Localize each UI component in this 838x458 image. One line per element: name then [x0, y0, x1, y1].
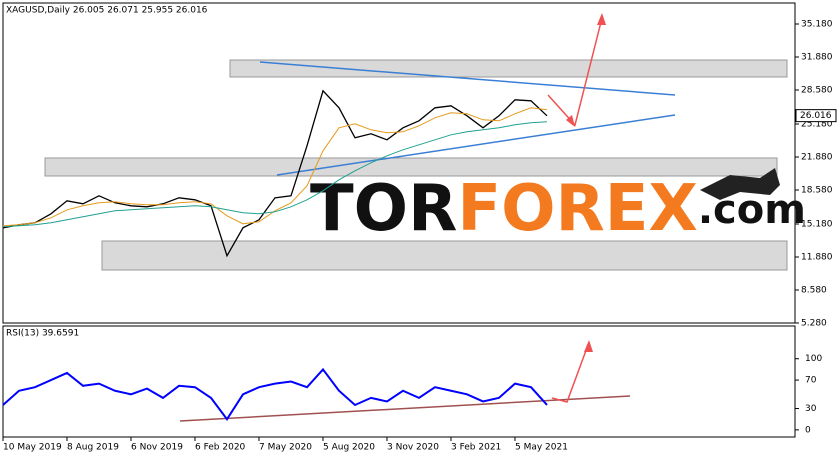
x-tick-label: 7 May 2020 [259, 443, 312, 453]
y-tick-label: 15.180 [801, 220, 833, 230]
y-tick-label: 70 [805, 376, 817, 386]
y-tick-label: 30 [805, 404, 817, 414]
price-frame [2, 2, 796, 324]
x-tick-label: 6 Feb 2020 [195, 443, 246, 453]
x-tick-label: 6 Nov 2019 [131, 443, 183, 453]
watermark: TORFOREX.com [310, 172, 806, 246]
x-tick-label: 3 Feb 2021 [451, 443, 501, 453]
bull-logo [700, 168, 780, 200]
chart-title: XAGUSD,Daily 26.005 26.071 25.955 26.016 [6, 6, 208, 16]
last-price-box [795, 109, 837, 123]
y-tick-label: 28.580 [801, 86, 833, 96]
watermark-part: .com [698, 187, 806, 233]
forecast-arrow [547, 17, 603, 127]
rsi-trendline [179, 395, 631, 422]
rsi-title: RSI(13) 39.6591 [6, 329, 79, 339]
y-tick-label: 21.880 [801, 153, 833, 163]
trendline [259, 61, 676, 96]
y-tick-label: 5.280 [801, 319, 827, 329]
arrow-head [597, 13, 606, 25]
last-price-label: 26.016 [800, 111, 832, 121]
y-tick-label: 35.180 [801, 20, 833, 30]
forecast-arrow [551, 344, 589, 403]
y-tick-label: 100 [805, 354, 822, 364]
x-tick-label: 5 Aug 2020 [323, 443, 375, 453]
price-line [2, 121, 548, 228]
price-line [2, 89, 548, 258]
zone [229, 59, 788, 78]
arrow-head [566, 115, 575, 127]
x-tick-label: 10 May 2019 [3, 443, 62, 453]
watermark-part: FOREX [457, 172, 697, 246]
y-tick-label: 11.880 [801, 253, 833, 263]
x-tick-label: 5 May 2021 [515, 443, 568, 453]
rsi-line [2, 367, 548, 421]
trendline [276, 114, 676, 176]
zone [101, 240, 788, 271]
annotations [44, 13, 788, 422]
y-tick-label: 25.180 [801, 120, 833, 130]
zone [44, 157, 778, 177]
x-tick-label: 8 Aug 2019 [67, 443, 119, 453]
y-tick-label: 0 [805, 425, 811, 435]
rsi-frame [2, 325, 796, 438]
arrow-head [584, 340, 593, 352]
y-tick-label: 18.580 [801, 186, 833, 196]
y-tick-label: 8.580 [801, 286, 827, 296]
price-line [2, 107, 548, 227]
y-tick-label: 31.880 [801, 53, 833, 63]
x-tick-label: 3 Nov 2020 [387, 443, 439, 453]
watermark-part: TOR [310, 172, 457, 246]
